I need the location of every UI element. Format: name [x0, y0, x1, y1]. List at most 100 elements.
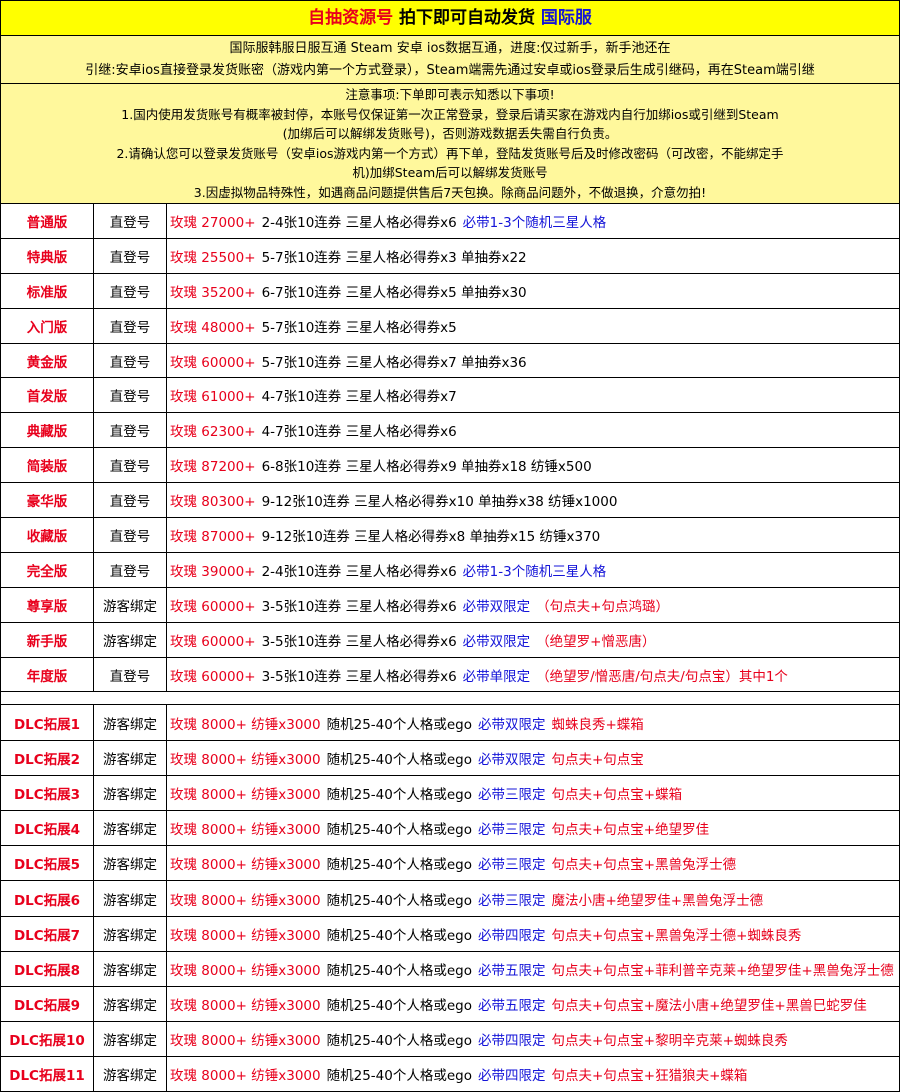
- detail: 2-4张10连券 三星人格必得券x6: [261, 563, 457, 580]
- table-row: 年度版 直登号 玫瑰 60000+ 3-5张10连券 三星人格必得券x6 必带单限定 （绝…: [1, 657, 899, 693]
- detail: 9-12张10连券 三星人格必得券x8 单抽券x15 纺锤x370: [261, 528, 601, 545]
- guarantee: 必带三限定: [477, 786, 546, 803]
- contents: 玫瑰 8000+ 纺锤x3000 随机25-40个人格或ego 必带五限定 句点夫+句…: [167, 952, 899, 986]
- contents: 玫瑰 87000+ 9-12张10连券 三星人格必得券x8 单抽券x15 纺锤x3…: [167, 518, 899, 552]
- contents: 玫瑰 8000+ 纺锤x3000 随机25-40个人格或ego 必带双限定 蜘蛛良秀+…: [167, 705, 899, 739]
- account-type: 直登号: [94, 413, 167, 448]
- rose: 玫瑰 8000+ 纺锤x3000: [170, 927, 321, 944]
- rose: 玫瑰 35200+: [170, 284, 256, 301]
- edition-name: 标准版: [1, 273, 94, 308]
- guarantee: 必带1-3个随机三星人格: [462, 214, 607, 231]
- table-row: 收藏版 直登号 玫瑰 87000+ 9-12张10连券 三星人格必得券x8 单抽券x1…: [1, 518, 899, 553]
- detail: 随机25-40个人格或ego: [326, 716, 472, 733]
- rose: 玫瑰 87200+: [170, 459, 256, 476]
- separator: [1, 692, 899, 706]
- edition-name: 尊享版: [1, 587, 94, 622]
- account-type: 直登号: [94, 518, 167, 552]
- extra: （绝望罗+憎恶唐）: [536, 633, 656, 650]
- account-type: 游客绑定: [94, 775, 167, 811]
- table-row: DLC拓展8 游客绑定 玫瑰 8000+ 纺锤x3000 随机25-40个人格或ego…: [1, 951, 899, 987]
- contents: 玫瑰 27000+ 2-4张10连券 三星人格必得券x6 必带1-3个随机三星人格: [167, 204, 899, 238]
- info-line: 国际服韩服日服互通 Steam 安卓 ios数据互通，进度:仅过新手，新手池还在: [229, 41, 671, 56]
- guarantee: 必带三限定: [477, 892, 546, 909]
- guarantee: 必带双限定: [462, 633, 531, 650]
- rose: 玫瑰 8000+ 纺锤x3000: [170, 892, 321, 909]
- rose: 玫瑰 25500+: [170, 249, 256, 266]
- table-row: 新手版 游客绑定 玫瑰 60000+ 3-5张10连券 三星人格必得券x6 必带双限定 （…: [1, 622, 899, 658]
- rose: 玫瑰 8000+ 纺锤x3000: [170, 751, 321, 768]
- guarantee: 必带三限定: [477, 857, 546, 874]
- detail: 6-8张10连券 三星人格必得券x9 单抽券x18 纺锤x500: [261, 459, 592, 476]
- rose: 玫瑰 80300+: [170, 494, 256, 511]
- detail: 3-5张10连券 三星人格必得券x6: [261, 668, 457, 685]
- contents: 玫瑰 62300+ 4-7张10连券 三星人格必得券x6: [167, 413, 899, 447]
- notice: 注意事项:下单即可表示知悉以下事项! 1.国内使用发货账号有概率被封停，本账号仅保…: [1, 84, 899, 204]
- contents: 玫瑰 8000+ 纺锤x3000 随机25-40个人格或ego 必带四限定 句点夫+句…: [167, 1022, 899, 1056]
- rose: 玫瑰 48000+: [170, 319, 256, 336]
- notice-line: (加绑后可以解绑发货账号)，否则游戏数据丢失需自行负责。: [282, 126, 618, 141]
- detail: 随机25-40个人格或ego: [326, 857, 472, 874]
- contents: 玫瑰 8000+ 纺锤x3000 随机25-40个人格或ego 必带双限定 句点夫+句…: [167, 741, 899, 775]
- detail: 随机25-40个人格或ego: [326, 751, 472, 768]
- table-row: DLC拓展6 游客绑定 玫瑰 8000+ 纺锤x3000 随机25-40个人格或ego…: [1, 881, 899, 917]
- detail: 5-7张10连券 三星人格必得券x7 单抽券x36: [261, 354, 527, 371]
- account-type: 直登号: [94, 204, 167, 238]
- account-type: 直登号: [94, 238, 167, 273]
- table-row: 普通版 直登号 玫瑰 27000+ 2-4张10连券 三星人格必得券x6 必带1-3个随…: [1, 204, 899, 239]
- contents: 玫瑰 25500+ 5-7张10连券 三星人格必得券x3 单抽券x22: [167, 239, 899, 273]
- rose: 玫瑰 60000+: [170, 354, 256, 371]
- contents: 玫瑰 8000+ 纺锤x3000 随机25-40个人格或ego 必带三限定 句点夫+句…: [167, 846, 899, 880]
- edition-name: DLC拓展5: [1, 846, 94, 881]
- table-row: DLC拓展7 游客绑定 玫瑰 8000+ 纺锤x3000 随机25-40个人格或ego…: [1, 916, 899, 952]
- account-type: 直登号: [94, 343, 167, 378]
- contents: 玫瑰 48000+ 5-7张10连券 三星人格必得券x5: [167, 309, 899, 343]
- account-type: 游客绑定: [94, 1022, 167, 1057]
- notice-line: 机)加绑Steam后可以解绑发货账号: [352, 165, 548, 180]
- account-type: 游客绑定: [94, 740, 167, 775]
- guarantee: 必带单限定: [462, 668, 531, 685]
- guarantee: 必带1-3个随机三星人格: [462, 563, 607, 580]
- account-type: 游客绑定: [94, 705, 167, 740]
- extra: 魔法小唐+绝望罗佳+黑兽兔浮士德: [551, 892, 764, 909]
- contents: 玫瑰 8000+ 纺锤x3000 随机25-40个人格或ego 必带三限定 句点夫+句…: [167, 776, 899, 810]
- guarantee: 必带双限定: [477, 716, 546, 733]
- detail: 4-7张10连券 三星人格必得券x6: [261, 424, 457, 441]
- table-row: DLC拓展9 游客绑定 玫瑰 8000+ 纺锤x3000 随机25-40个人格或ego…: [1, 986, 899, 1023]
- table-row: DLC拓展2 游客绑定 玫瑰 8000+ 纺锤x3000 随机25-40个人格或ego…: [1, 740, 899, 776]
- extra: 句点夫+句点宝+狂猎狼夫+蝶箱: [551, 1068, 748, 1085]
- contents: 玫瑰 87200+ 6-8张10连券 三星人格必得券x9 单抽券x18 纺锤x50…: [167, 448, 899, 482]
- rose: 玫瑰 8000+ 纺锤x3000: [170, 998, 321, 1015]
- slogan: 拍下即可自动发货: [399, 8, 535, 28]
- contents: 玫瑰 35200+ 6-7张10连券 三星人格必得券x5 单抽券x30: [167, 274, 899, 308]
- account-type: 游客绑定: [94, 811, 167, 846]
- edition-name: DLC拓展4: [1, 811, 94, 846]
- detail: 5-7张10连券 三星人格必得券x3 单抽券x22: [261, 249, 527, 266]
- table-row: 首发版 直登号 玫瑰 61000+ 4-7张10连券 三星人格必得券x7: [1, 378, 899, 414]
- account-type: 直登号: [94, 483, 167, 518]
- guarantee: 必带四限定: [477, 1033, 546, 1050]
- contents: 玫瑰 60000+ 3-5张10连券 三星人格必得券x6 必带双限定 （绝望罗+憎恶唐…: [167, 623, 899, 657]
- detail: 4-7张10连券 三星人格必得券x7: [261, 389, 457, 406]
- extra: 蜘蛛良秀+蝶箱: [551, 716, 644, 733]
- edition-name: 豪华版: [1, 483, 94, 518]
- account-type: 游客绑定: [94, 881, 167, 916]
- edition-name: DLC拓展3: [1, 775, 94, 811]
- notice-line: 3.因虚拟物品特殊性，如遇商品问题提供售后7天包换。除商品问题外，不做退换，介意…: [193, 184, 707, 200]
- rose: 玫瑰 8000+ 纺锤x3000: [170, 1068, 321, 1085]
- account-type: 直登号: [94, 273, 167, 308]
- edition-name: 入门版: [1, 308, 94, 343]
- contents: 玫瑰 8000+ 纺锤x3000 随机25-40个人格或ego 必带四限定 句点夫+句…: [167, 917, 899, 951]
- contents: 玫瑰 60000+ 3-5张10连券 三星人格必得券x6 必带双限定 （句点夫+句点鸿…: [167, 588, 899, 622]
- detail: 5-7张10连券 三星人格必得券x5: [261, 319, 457, 336]
- guarantee: 必带双限定: [477, 751, 546, 768]
- notice-line: 注意事项:下单即可表示知悉以下事项!: [345, 87, 555, 102]
- account-type: 直登号: [94, 552, 167, 587]
- extra: 句点夫+句点宝+绝望罗佳: [551, 822, 710, 839]
- edition-name: 首发版: [1, 378, 94, 413]
- edition-name: 黄金版: [1, 343, 94, 378]
- edition-name: 收藏版: [1, 518, 94, 552]
- table-row: DLC拓展4 游客绑定 玫瑰 8000+ 纺锤x3000 随机25-40个人格或ego…: [1, 811, 899, 847]
- detail: 2-4张10连券 三星人格必得券x6: [261, 214, 457, 231]
- detail: 随机25-40个人格或ego: [326, 1068, 472, 1085]
- extra: 句点夫+句点宝: [551, 751, 644, 768]
